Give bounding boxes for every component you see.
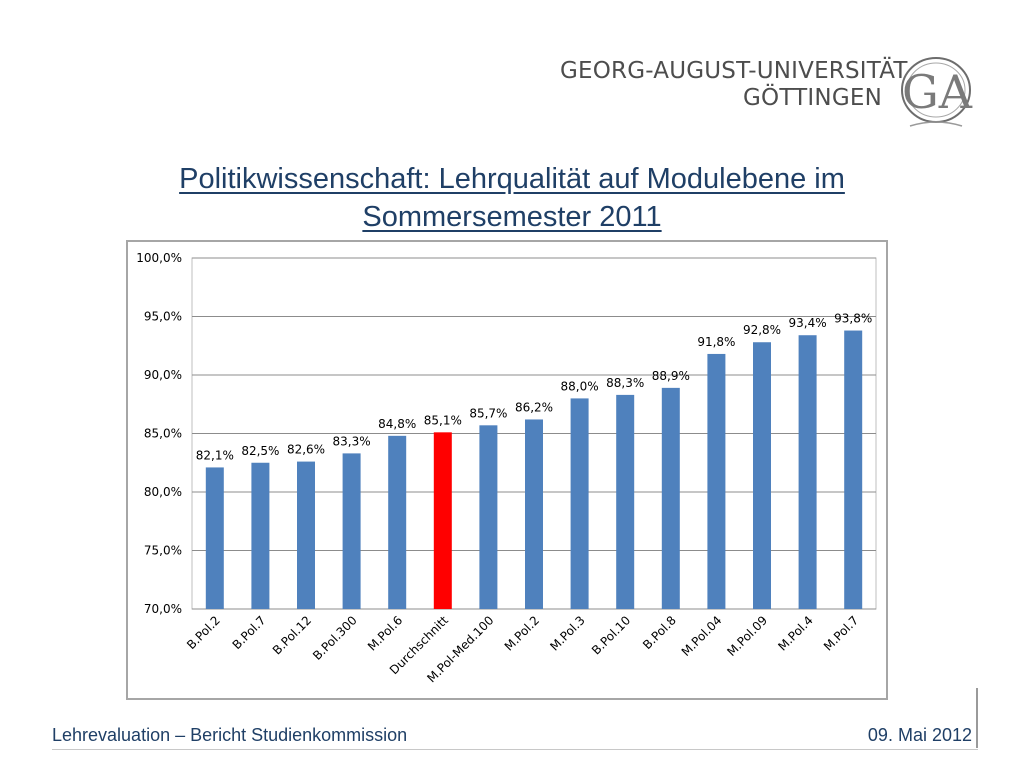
bar xyxy=(525,419,543,609)
footer-date: 09. Mai 2012 xyxy=(867,725,972,745)
x-tick-label: M.Pol.09 xyxy=(724,613,770,659)
data-label: 88,0% xyxy=(561,379,599,393)
bar xyxy=(205,467,224,609)
bar xyxy=(844,330,863,609)
data-label: 85,7% xyxy=(469,406,507,420)
data-label: 93,8% xyxy=(834,312,872,326)
data-label: 92,8% xyxy=(743,323,781,337)
data-label: 88,3% xyxy=(606,376,644,390)
bar xyxy=(251,462,270,609)
bar-highlight xyxy=(433,432,452,609)
bar xyxy=(297,461,315,609)
data-label: 82,5% xyxy=(241,444,279,458)
x-tick-label: M.Pol.3 xyxy=(547,613,587,653)
slide-title-line2: Sommersemester 2011 xyxy=(362,201,662,233)
slide-title-line1: Politikwissenschaft: Lehrqualität auf Mo… xyxy=(179,163,845,195)
bar xyxy=(707,353,726,609)
x-tick-label: B.Pol.7 xyxy=(230,613,269,652)
bar xyxy=(388,435,407,609)
footer-left-text: Lehrevaluation – Bericht Studienkommissi… xyxy=(52,725,408,745)
university-name-line1: GEORG-AUGUST-UNIVERSITÄT xyxy=(560,58,908,84)
chart-frame: 70,0% 75,0% 80,0% 85,0% 90,0% 95,0% 100,0% 82,1… xyxy=(126,240,888,700)
x-tick-label: B.Pol.8 xyxy=(640,613,679,652)
y-tick-label: 90,0% xyxy=(144,368,182,382)
x-tick-label: M.Pol.2 xyxy=(502,613,542,653)
footer-divider xyxy=(52,749,978,750)
data-label: 82,6% xyxy=(287,443,325,457)
bar xyxy=(342,453,361,609)
x-tick-label: B.Pol.10 xyxy=(589,613,633,657)
x-tick-label: M.Pol.6 xyxy=(365,613,405,653)
side-rule xyxy=(976,688,978,748)
y-tick-label: 70,0% xyxy=(144,602,182,616)
data-label: 84,8% xyxy=(378,417,416,431)
bar xyxy=(798,335,817,609)
university-logo: GA xyxy=(901,57,973,127)
data-label: 82,1% xyxy=(196,448,234,462)
data-label: 93,4% xyxy=(789,316,827,330)
data-label: 91,8% xyxy=(697,335,735,349)
bar xyxy=(661,387,680,609)
bar xyxy=(753,342,771,609)
bar xyxy=(570,398,589,609)
y-tick-label: 95,0% xyxy=(144,310,182,324)
y-tick-label: 80,0% xyxy=(144,485,182,499)
university-name-line2: GÖTTINGEN xyxy=(743,85,882,111)
logo-text: GA xyxy=(902,65,973,119)
bar xyxy=(479,425,498,609)
x-tick-label: M.Pol.04 xyxy=(679,613,725,659)
data-label: 83,3% xyxy=(333,434,371,448)
x-tick-label: M.Pol.4 xyxy=(775,613,815,653)
x-tick-label: B.Pol.300 xyxy=(310,613,360,663)
data-label: 85,1% xyxy=(424,413,462,427)
x-tick-label: B.Pol.12 xyxy=(270,613,314,657)
bar xyxy=(616,394,635,609)
x-tick-label: B.Pol.2 xyxy=(184,613,223,652)
data-label: 86,2% xyxy=(515,400,553,414)
y-tick-label: 75,0% xyxy=(144,544,182,558)
university-name: GEORG-AUGUST-UNIVERSITÄT GÖTTINGEN xyxy=(560,58,908,112)
x-tick-label: M.Pol.7 xyxy=(821,613,861,653)
slide-title: Politikwissenschaft: Lehrqualität auf Mo… xyxy=(80,160,944,236)
y-tick-label: 85,0% xyxy=(144,427,182,441)
y-tick-label: 100,0% xyxy=(136,251,182,265)
data-label: 88,9% xyxy=(652,369,690,383)
bar-chart: 70,0% 75,0% 80,0% 85,0% 90,0% 95,0% 100,0% 82,1… xyxy=(136,251,877,685)
